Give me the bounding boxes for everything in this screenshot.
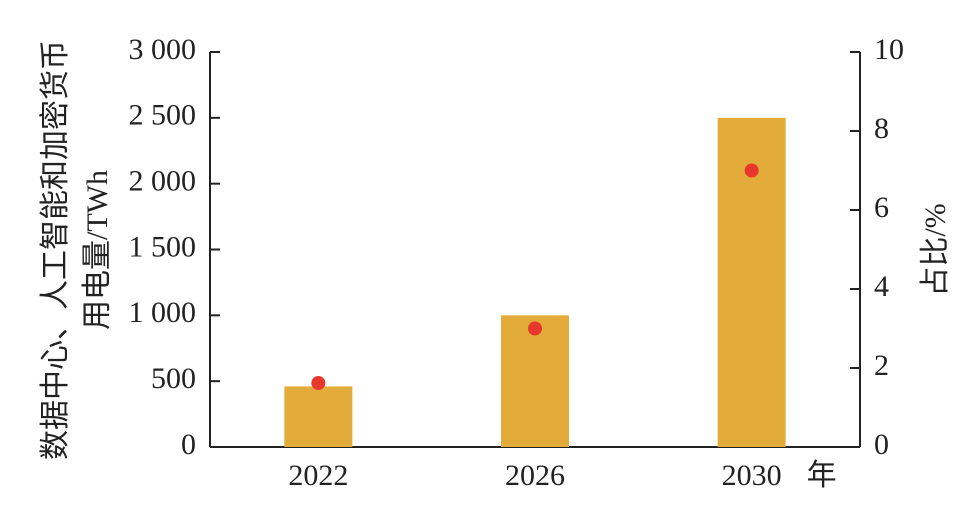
y-tick-label: 3 000 — [129, 33, 197, 66]
x-tick-label: 2030 — [722, 459, 782, 492]
y-axis-label: 用电量/TWh — [81, 170, 114, 330]
y2-axis-label: 占比/% — [919, 203, 952, 296]
y-tick-label: 500 — [151, 362, 196, 395]
dot — [311, 376, 326, 391]
dot — [744, 163, 759, 178]
y-axis-label: 数据中心、人工智能和加密货币 — [39, 40, 72, 460]
y-tick-label: 2 500 — [129, 99, 197, 132]
x-tick-label: 2026 — [505, 459, 565, 492]
y2-tick-label: 6 — [874, 191, 889, 224]
y-tick-label: 1 000 — [129, 296, 197, 329]
y-tick-label: 0 — [181, 428, 196, 461]
bar — [501, 315, 569, 447]
dot — [528, 321, 542, 336]
bar — [284, 386, 353, 447]
y2-tick-label: 8 — [874, 112, 889, 145]
x-axis-label: 年 — [807, 459, 837, 492]
x-tick-label: 2022 — [288, 459, 348, 492]
y2-tick-label: 2 — [874, 349, 889, 382]
y2-tick-label: 0 — [874, 428, 889, 461]
y-tick-label: 1 500 — [129, 230, 197, 263]
y2-tick-label: 10 — [874, 33, 904, 66]
y2-tick-label: 4 — [874, 270, 889, 303]
y-tick-label: 2 000 — [129, 165, 197, 198]
